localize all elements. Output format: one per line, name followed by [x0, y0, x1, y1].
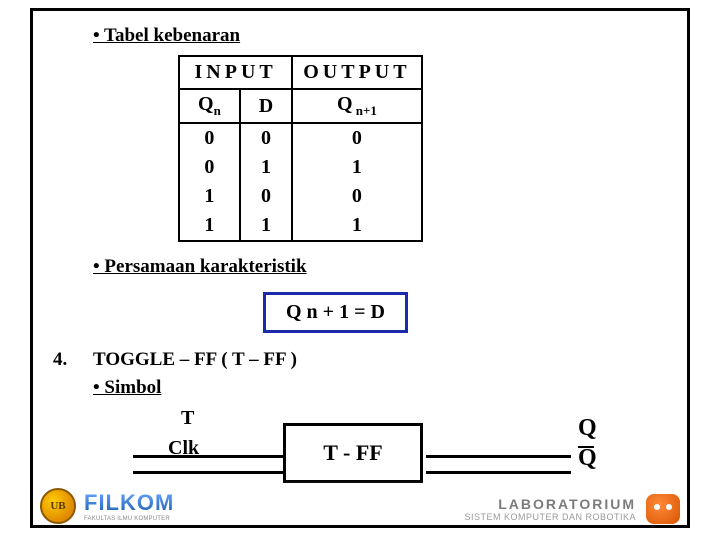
truth-table: INPUT OUTPUT Qn D Q n+1 0 0 0 0 1 1 — [178, 55, 423, 242]
robot-icon — [646, 494, 680, 524]
item-4-title: TOGGLE – FF ( T – FF ) — [93, 349, 297, 371]
equation-heading: • Persamaan karakteristik — [93, 256, 657, 278]
diag-q-label: Q — [578, 415, 597, 442]
table-cell: 0 — [292, 182, 421, 211]
diag-t-label: T — [181, 407, 194, 430]
tbl-col-d: D — [240, 89, 292, 123]
item-4-number: 4. — [53, 349, 93, 371]
table-cell: 1 — [240, 211, 292, 241]
tff-diagram: T Clk T - FF Q Q — [133, 407, 297, 497]
table-cell: 1 — [240, 153, 292, 182]
table-cell: 1 — [179, 211, 240, 241]
table-cell: 0 — [240, 182, 292, 211]
ub-badge-icon — [40, 488, 76, 524]
table-cell: 0 — [292, 123, 421, 153]
tbl-col-out: Q n+1 — [292, 89, 421, 123]
symbol-label: • Simbol — [93, 377, 297, 399]
table-cell: 1 — [292, 153, 421, 182]
diag-line-in-top — [133, 455, 283, 458]
tbl-col-qn: Qn — [179, 89, 240, 123]
table-cell: 0 — [179, 153, 240, 182]
tbl-input-header: INPUT — [179, 56, 292, 89]
lab-main-text: LABORATORIUM — [464, 496, 636, 512]
diag-line-out-bot — [426, 471, 571, 474]
item-4-body: TOGGLE – FF ( T – FF ) • Simbol T Clk T … — [93, 349, 297, 497]
filkom-sub-text: FAKULTAS ILMU KOMPUTER — [84, 516, 174, 522]
slide-frame: • Tabel kebenaran INPUT OUTPUT Qn D Q n+… — [30, 8, 690, 528]
diag-qbar-label: Q — [578, 445, 597, 472]
table-cell: 1 — [179, 182, 240, 211]
item-4-row: 4. TOGGLE – FF ( T – FF ) • Simbol T Clk… — [53, 349, 657, 497]
truth-table-heading: • Tabel kebenaran — [93, 25, 657, 47]
table-cell: 0 — [179, 123, 240, 153]
filkom-main-text: FILKOM — [84, 490, 174, 516]
diag-line-in-bot — [133, 471, 283, 474]
slide-content: • Tabel kebenaran INPUT OUTPUT Qn D Q n+… — [33, 11, 687, 507]
filkom-logo: FILKOM FAKULTAS ILMU KOMPUTER — [84, 490, 174, 522]
footer-logo-left: FILKOM FAKULTAS ILMU KOMPUTER — [40, 488, 174, 524]
lab-text: LABORATORIUM SISTEM KOMPUTER DAN ROBOTIK… — [464, 496, 636, 522]
equation-box: Q n + 1 = D — [263, 292, 408, 333]
footer-logo-right: LABORATORIUM SISTEM KOMPUTER DAN ROBOTIK… — [464, 494, 680, 524]
diag-line-out-top — [426, 455, 571, 458]
lab-sub-text: SISTEM KOMPUTER DAN ROBOTIKA — [464, 512, 636, 522]
table-cell: 0 — [240, 123, 292, 153]
table-cell: 1 — [292, 211, 421, 241]
diag-tff-box: T - FF — [283, 423, 423, 483]
tbl-output-header: OUTPUT — [292, 56, 421, 89]
